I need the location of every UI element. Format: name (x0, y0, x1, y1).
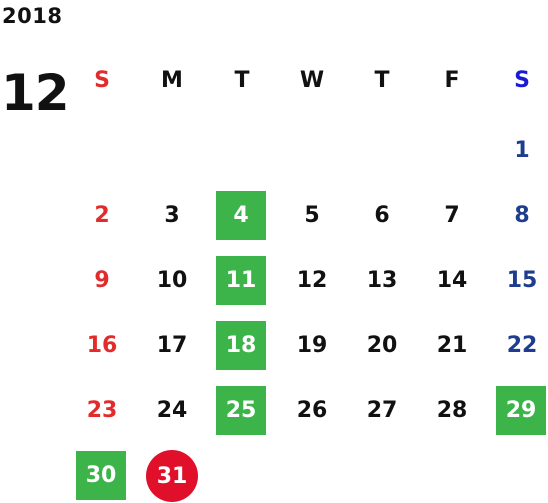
day-cell[interactable]: 23 (86, 397, 118, 423)
day-cell-highlighted[interactable]: 11 (216, 256, 266, 305)
day-cell[interactable]: 9 (94, 267, 110, 293)
day-cell[interactable]: 10 (156, 267, 188, 293)
day-cell[interactable]: 19 (296, 332, 328, 358)
day-cell-highlighted[interactable]: 4 (216, 191, 266, 240)
day-cell[interactable]: 24 (156, 397, 188, 423)
day-cell[interactable]: 2 (94, 202, 110, 228)
day-cell[interactable]: 26 (296, 397, 328, 423)
day-cell[interactable]: 8 (514, 202, 530, 228)
day-cell[interactable]: 21 (436, 332, 468, 358)
day-cell[interactable]: 6 (374, 202, 390, 228)
day-cell[interactable]: 15 (506, 267, 538, 293)
day-cell[interactable]: 5 (304, 202, 320, 228)
weekday-header-tuesday: T (234, 67, 250, 93)
day-cell[interactable]: 16 (86, 332, 118, 358)
day-cell[interactable]: 14 (436, 267, 468, 293)
day-cell[interactable]: 28 (436, 397, 468, 423)
day-cell[interactable]: 3 (164, 202, 180, 228)
day-cell[interactable]: 27 (366, 397, 398, 423)
day-cell-highlighted[interactable]: 18 (216, 321, 266, 370)
day-cell[interactable]: 7 (444, 202, 460, 228)
day-cell[interactable]: 22 (506, 332, 538, 358)
weekday-header-thursday: T (374, 67, 390, 93)
weekday-header-wednesday: W (299, 67, 325, 93)
day-cell[interactable]: 17 (156, 332, 188, 358)
weekday-header-monday: M (161, 67, 183, 93)
day-cell[interactable]: 12 (296, 267, 328, 293)
month-number: 12 (1, 64, 70, 122)
day-cell-highlighted[interactable]: 30 (76, 451, 126, 500)
weekday-header-saturday: S (514, 67, 530, 93)
weekday-header-friday: F (444, 67, 460, 93)
day-cell[interactable]: 20 (366, 332, 398, 358)
day-cell[interactable]: 1 (514, 137, 530, 163)
year-label: 2018 (2, 4, 63, 28)
day-cell[interactable]: 13 (366, 267, 398, 293)
day-cell-today[interactable]: 31 (146, 450, 198, 502)
weekday-header-sunday: S (94, 67, 110, 93)
day-cell-highlighted[interactable]: 25 (216, 386, 266, 435)
day-cell-highlighted[interactable]: 29 (496, 386, 546, 435)
